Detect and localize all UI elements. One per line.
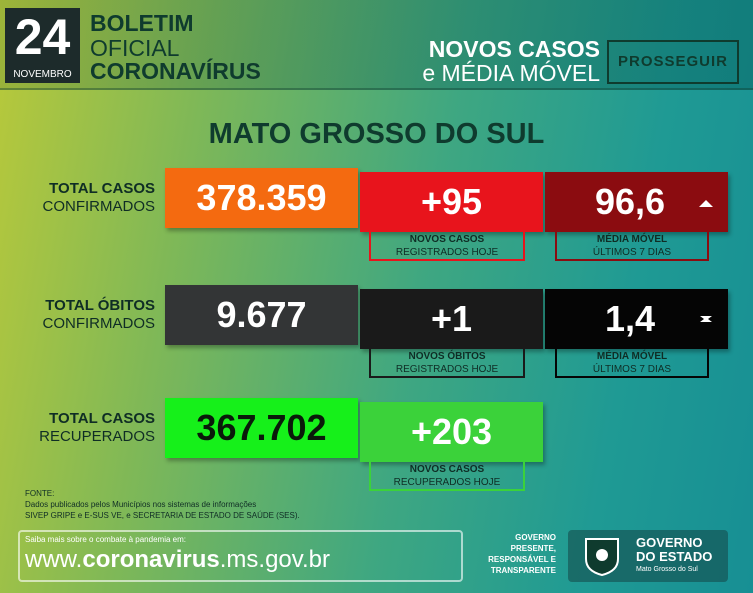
row-label: TOTAL CASOS CONFIRMADOS xyxy=(0,180,156,216)
source-heading: FONTE: xyxy=(25,489,55,498)
caption-line: NOVOS CASOS xyxy=(409,464,485,475)
caption-line: NOVOS ÓBITOS xyxy=(408,351,486,362)
caption-line: RECUPERADOS HOJE xyxy=(393,477,501,488)
brand: PROSSEGUIR xyxy=(607,40,739,84)
caption-line: REGISTRADOS HOJE xyxy=(395,247,499,258)
source-line: Dados publicados pelos Municípios nos si… xyxy=(25,500,257,509)
average: 1,4 xyxy=(545,289,728,349)
caption: NOVOS CASOS RECUPERADOS HOJE xyxy=(369,458,525,491)
new: +95 xyxy=(360,172,543,232)
label-line: TOTAL CASOS xyxy=(49,410,155,427)
coat-of-arms xyxy=(585,538,619,577)
title-line: CORONAVÍRUS xyxy=(90,58,261,84)
average: 96,6 xyxy=(545,172,728,232)
footer-box xyxy=(18,530,463,582)
caption-line: ÚLTIMOS 7 DIAS xyxy=(592,364,672,375)
total: 378.359 xyxy=(165,168,358,228)
motto-line: PRESENTE, xyxy=(510,544,556,553)
day: 24 xyxy=(5,8,80,66)
total: 9.677 xyxy=(165,285,358,345)
source: FONTE: Dados publicados pelos Municípios… xyxy=(25,488,300,521)
new: +203 xyxy=(360,402,543,462)
label-line: TOTAL CASOS xyxy=(49,180,155,197)
label-line: RECUPERADOS xyxy=(39,428,155,445)
subtitle-line: e MÉDIA MÓVEL xyxy=(422,60,600,86)
caption: NOVOS CASOS REGISTRADOS HOJE xyxy=(369,228,525,261)
motto-line: TRANSPARENTE xyxy=(490,566,556,575)
row-label: TOTAL ÓBITOS CONFIRMADOS xyxy=(0,297,156,333)
gov-line: DO ESTADO xyxy=(636,549,713,564)
footer-url: www.coronavirus.ms.gov.br xyxy=(25,546,330,574)
new: +1 xyxy=(360,289,543,349)
title-line: OFICIAL xyxy=(90,35,180,61)
total: 367.702 xyxy=(165,398,358,458)
trend-flat xyxy=(700,316,712,322)
row-label: TOTAL CASOS RECUPERADOS xyxy=(0,410,155,446)
label-line: CONFIRMADOS xyxy=(42,315,156,332)
url-part: .ms.gov.br xyxy=(219,546,330,573)
motto-line: GOVERNO xyxy=(515,533,556,542)
motto: GOVERNO PRESENTE, RESPONSÁVEL E TRANSPAR… xyxy=(470,532,556,576)
label-line: TOTAL ÓBITOS xyxy=(45,297,155,314)
title-line: BOLETIM xyxy=(90,10,194,36)
caption-line: REGISTRADOS HOJE xyxy=(395,364,499,375)
gov-line: GOVERNO xyxy=(636,535,703,550)
caption-line: NOVOS CASOS xyxy=(409,234,485,245)
url-part: coronavirus xyxy=(82,546,220,573)
caption-line: ÚLTIMOS 7 DIAS xyxy=(592,247,672,258)
subtitle-line: NOVOS CASOS xyxy=(428,36,600,62)
caption: MÉDIA MÓVEL ÚLTIMOS 7 DIAS xyxy=(555,345,709,378)
government-state: Mato Grosso do Sul xyxy=(636,566,698,573)
url-part: www. xyxy=(25,546,83,573)
government: GOVERNO DO ESTADO xyxy=(636,536,712,564)
trend-up xyxy=(699,200,713,207)
motto-line: RESPONSÁVEL E xyxy=(488,555,556,564)
divider xyxy=(0,88,753,90)
source-line: SIVEP GRIPE e E-SUS VE, e SECRETARIA DE … xyxy=(25,511,300,520)
caption: NOVOS ÓBITOS REGISTRADOS HOJE xyxy=(369,345,525,378)
footer-note: Saiba mais sobre o combate à pandemia em… xyxy=(25,535,186,544)
month: NOVEMBRO xyxy=(5,66,80,83)
caption-line: MÉDIA MÓVEL xyxy=(596,234,668,245)
region: MATO GROSSO DO SUL xyxy=(208,118,545,150)
caption: MÉDIA MÓVEL ÚLTIMOS 7 DIAS xyxy=(555,228,709,261)
caption-line: MÉDIA MÓVEL xyxy=(596,351,668,362)
label-line: CONFIRMADOS xyxy=(42,198,156,215)
